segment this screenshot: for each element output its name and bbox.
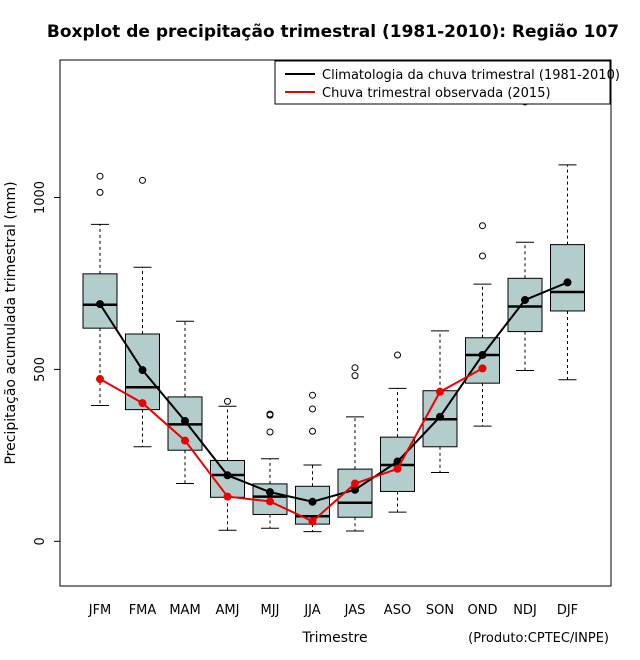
outlier-point [139, 176, 146, 184]
y-axis-label: Precipitação acumulada trimestral (mm) [3, 181, 19, 464]
box-iqr [507, 277, 543, 333]
series-point [266, 497, 274, 506]
outlier-point [309, 391, 316, 399]
series-point [96, 375, 104, 384]
x-tick-label: OND [468, 603, 498, 618]
series-point [181, 436, 189, 445]
series-point [478, 364, 487, 373]
series-point [266, 488, 274, 497]
outlier-point [394, 351, 401, 359]
series-point [138, 366, 147, 375]
x-tick-label: AMJ [216, 603, 240, 618]
series-point [478, 350, 487, 359]
series-point [181, 416, 189, 425]
x-tick-label: NDJ [513, 603, 537, 618]
x-tick-label: JAS [344, 603, 366, 618]
x-tick-label: ASO [384, 603, 411, 618]
boxplots [82, 98, 585, 533]
box-ndj [507, 98, 543, 371]
series-point [96, 300, 104, 309]
series-lines [96, 278, 572, 526]
y-tick-label: 500 [33, 357, 48, 382]
series-line [99, 281, 568, 503]
x-tick-label: MAM [169, 603, 200, 618]
series-point [308, 497, 317, 506]
box-amj [210, 397, 245, 531]
outlier-point [96, 172, 104, 180]
series-point [223, 471, 232, 480]
chart-title: Boxplot de precipitação trimestral (1981… [47, 22, 619, 42]
series-line [99, 367, 483, 523]
box-jas [337, 364, 373, 532]
box-fma [125, 176, 160, 448]
outlier-point [309, 405, 316, 413]
series-point [436, 387, 444, 396]
outlier-point [479, 222, 486, 230]
series-point [436, 412, 444, 421]
outlier-point [351, 372, 359, 380]
series-point [308, 517, 317, 526]
y-tick-label: 0 [33, 537, 48, 545]
box-son [422, 330, 458, 474]
legend-label-observed: Chuva trimestral observada (2015) [322, 86, 551, 101]
box-mam [167, 320, 203, 485]
y-tick-label: 1000 [33, 181, 48, 214]
series-point [138, 399, 147, 408]
outlier-point [351, 364, 359, 372]
outlier-point [266, 411, 274, 419]
plot-frame [59, 59, 612, 587]
x-tick-label: SON [426, 603, 454, 618]
legend-label-climatology: Climatologia da chuva trimestral (1981-2… [322, 68, 620, 83]
x-tick-label: JFM [88, 603, 112, 618]
outlier-point [224, 397, 231, 405]
box-iqr [550, 244, 585, 312]
series-climatology [96, 278, 572, 506]
series-point [223, 492, 232, 501]
x-tick-label: FMA [129, 603, 157, 618]
legend-box [274, 60, 611, 105]
x-tick-label: DJF [557, 603, 578, 618]
x-tick-label: MJJ [261, 603, 280, 618]
box-mjj [252, 410, 288, 529]
x-tick-label: JJA [303, 603, 320, 618]
outlier-point [96, 188, 104, 196]
box-djf [550, 164, 585, 381]
legend: Climatologia da chuva trimestral (1981-2… [274, 60, 620, 105]
series-point [521, 295, 529, 304]
credit-text: (Produto:CPTEC/INPE) [468, 631, 609, 646]
box-aso [380, 351, 415, 513]
series-point [563, 278, 572, 287]
outlier-point [479, 252, 486, 260]
box-ond [465, 222, 500, 427]
x-axis-label: Trimestre [301, 630, 367, 646]
series-observed [96, 364, 487, 526]
box-jfm [82, 172, 118, 407]
box-iqr [465, 337, 500, 384]
y-axis: 0 500 1000 [33, 181, 60, 545]
series-point [393, 464, 402, 473]
series-point [351, 479, 359, 488]
outlier-point [266, 428, 274, 436]
x-axis: JFM FMA MAM AMJ MJJ JJA JAS ASO SON OND NDJ DJF [88, 603, 578, 618]
outlier-point [309, 427, 316, 435]
